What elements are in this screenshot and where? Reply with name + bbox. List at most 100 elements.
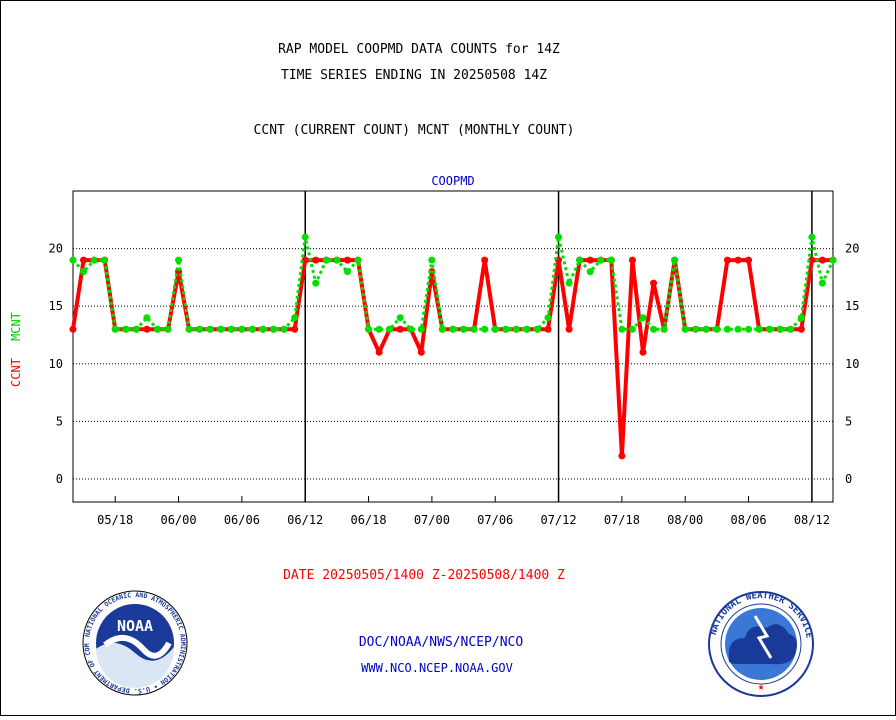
series-point-mcnt: [460, 325, 468, 333]
series-point-mcnt: [713, 325, 721, 333]
nws-logo-icon: NATIONAL WEATHER SERVICE ★: [708, 591, 814, 697]
series-point-ccnt: [734, 256, 742, 264]
y-tick-label-left: 0: [56, 472, 63, 486]
series-point-mcnt: [755, 325, 763, 333]
series-point-mcnt: [650, 325, 658, 333]
series-point-ccnt: [797, 325, 805, 333]
x-tick-label: 08/00: [667, 513, 703, 527]
series-point-mcnt: [555, 233, 563, 241]
series-point-ccnt: [481, 256, 489, 264]
series-point-mcnt: [776, 325, 784, 333]
y-axis-label: CCNT MCNT: [9, 312, 23, 387]
x-tick-label: 07/18: [604, 513, 640, 527]
series-point-mcnt: [597, 256, 605, 264]
y-tick-label-left: 15: [49, 299, 63, 313]
series-point-ccnt: [565, 325, 573, 333]
series-point-mcnt: [491, 325, 499, 333]
series-point-mcnt: [164, 325, 172, 333]
series-point-mcnt: [702, 325, 710, 333]
x-tick-label: 08/12: [794, 513, 830, 527]
y-tick-label-right: 20: [845, 242, 859, 256]
website-link[interactable]: WWW.NCO.NCEP.NOAA.GOV: [361, 661, 513, 675]
series-point-mcnt: [101, 256, 109, 264]
series-point-ccnt: [396, 325, 404, 333]
series-point-ccnt: [80, 256, 88, 264]
series-point-ccnt: [375, 348, 383, 356]
series-point-mcnt: [143, 314, 151, 322]
series-point-mcnt: [576, 256, 584, 264]
series-point-ccnt: [745, 256, 753, 264]
series-point-mcnt: [396, 314, 404, 322]
series-point-mcnt: [671, 256, 679, 264]
series-point-ccnt: [628, 256, 636, 264]
series-point-mcnt: [90, 256, 98, 264]
series-point-mcnt: [607, 256, 615, 264]
series-point-mcnt: [449, 325, 457, 333]
series-point-mcnt: [544, 314, 552, 322]
date-range: DATE 20250505/1400 Z-20250508/1400 Z: [283, 568, 565, 583]
series-point-ccnt: [586, 256, 594, 264]
series-point-mcnt: [745, 325, 753, 333]
series-line-ccnt: [71, 258, 833, 458]
y-tick-label-right: 10: [845, 357, 859, 371]
series-point-mcnt: [301, 233, 309, 241]
x-tick-label: 07/00: [414, 513, 450, 527]
series-point-mcnt: [333, 256, 341, 264]
series-point-mcnt: [618, 325, 626, 333]
series-point-mcnt: [660, 325, 668, 333]
series-point-mcnt: [586, 268, 594, 276]
chart-title-line1: RAP MODEL COOPMD DATA COUNTS for 14Z: [278, 42, 560, 57]
series-point-mcnt: [248, 325, 256, 333]
x-tick-label: 07/06: [477, 513, 513, 527]
series-point-ccnt: [312, 256, 320, 264]
series-point-mcnt: [259, 325, 267, 333]
series-point-mcnt: [291, 314, 299, 322]
series-point-ccnt: [618, 452, 626, 460]
plot-area: 0 0 5 5 10 10 15 15 20 20 05/18 06/00 06/06 06/12 06/1…: [49, 190, 859, 527]
org-link[interactable]: DOC/NOAA/NWS/NCEP/NCO: [359, 635, 524, 650]
chart-subtitle: CCNT (CURRENT COUNT) MCNT (MONTHLY COUNT…: [254, 123, 575, 138]
chart-title-line2: TIME SERIES ENDING IN 20250508 14Z: [281, 68, 547, 83]
noaa-logo-text: NOAA: [117, 617, 153, 635]
series-point-ccnt: [650, 279, 658, 287]
series-point-mcnt: [565, 279, 573, 287]
x-tick-label: 06/12: [287, 513, 323, 527]
series-point-mcnt: [829, 256, 837, 264]
series-point-ccnt: [723, 256, 731, 264]
series-point-mcnt: [343, 268, 351, 276]
series-point-mcnt: [723, 325, 731, 333]
y-tick-label-right: 0: [845, 472, 852, 486]
series-point-mcnt: [470, 325, 478, 333]
series-point-mcnt: [365, 325, 373, 333]
series-point-mcnt: [312, 279, 320, 287]
y-tick-label-left: 10: [49, 357, 63, 371]
series-point-ccnt: [417, 348, 425, 356]
series-point-mcnt: [407, 325, 415, 333]
series-point-mcnt: [523, 325, 531, 333]
series-point-mcnt: [533, 325, 541, 333]
series-point-mcnt: [375, 325, 383, 333]
series-point-mcnt: [153, 325, 161, 333]
series-point-mcnt: [354, 256, 362, 264]
series-point-mcnt: [787, 325, 795, 333]
noaa-logo-icon: NOAA NATIONAL OCEANIC AND ATMOSPHERIC AD…: [82, 590, 188, 696]
series-point-mcnt: [808, 233, 816, 241]
y-tick-label-left: 20: [49, 242, 63, 256]
panel-title: COOPMD: [431, 174, 474, 188]
y-tick-label-right: 15: [845, 299, 859, 313]
y-tick-label-right: 5: [845, 414, 852, 428]
series-point-mcnt: [417, 325, 425, 333]
series-point-mcnt: [766, 325, 774, 333]
series-point-mcnt: [428, 256, 436, 264]
series-point-mcnt: [217, 325, 225, 333]
series-point-mcnt: [196, 325, 204, 333]
series-point-ccnt: [544, 325, 552, 333]
y-tick-label-left: 5: [56, 414, 63, 428]
series-point-mcnt: [386, 325, 394, 333]
series-point-mcnt: [512, 325, 520, 333]
series-point-ccnt: [69, 325, 77, 333]
series-point-ccnt: [639, 348, 647, 356]
series-point-mcnt: [122, 325, 130, 333]
series-point-mcnt: [111, 325, 119, 333]
